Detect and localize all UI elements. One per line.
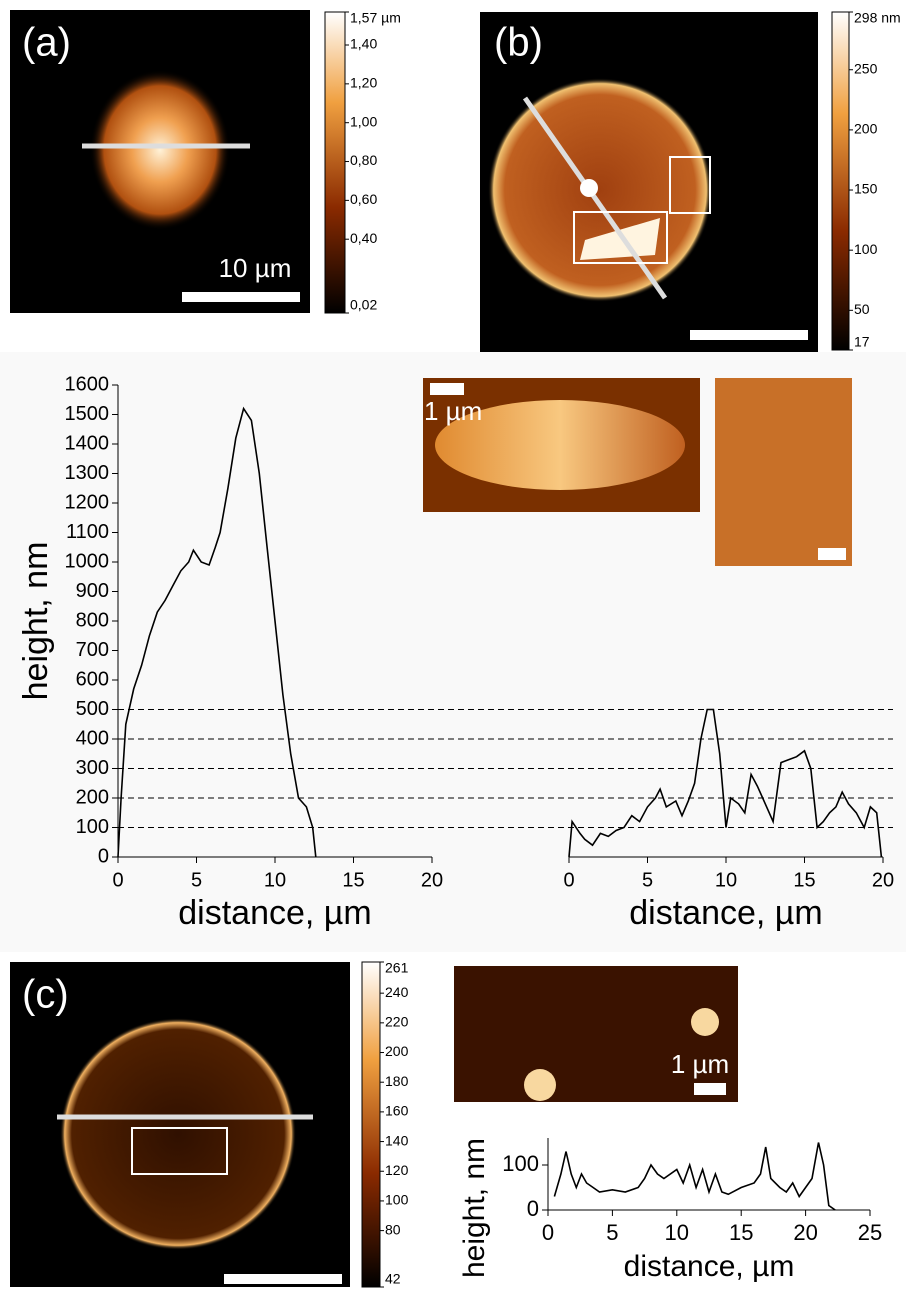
colorbar-label: 1,57 µm: [350, 10, 401, 26]
y-tick-label: 1300: [65, 462, 110, 484]
y-tick-label: 1600: [65, 373, 110, 395]
y-tick-label: 0: [98, 845, 109, 867]
profile-line: [553, 1142, 836, 1211]
colorbar-label: 1,00: [350, 113, 377, 129]
y-tick-label: 300: [76, 757, 109, 779]
colorbar-label: 50: [854, 301, 870, 317]
colorbar-label: 17: [854, 334, 870, 350]
y-tick-label: 1500: [65, 403, 110, 425]
scale-bar: [818, 548, 846, 560]
colorbar-label: 100: [385, 1192, 409, 1208]
cell: [60, 1018, 296, 1250]
x-tick-label: 10: [715, 869, 737, 891]
inset-image: [715, 378, 852, 566]
x-tick-label: 5: [191, 869, 202, 891]
x-tick-label: 10: [665, 1220, 689, 1245]
x-axis-label: distance, µm: [624, 1250, 795, 1283]
cell: [90, 70, 230, 230]
x-tick-label: 15: [729, 1220, 753, 1245]
colorbar-label: 1,20: [350, 75, 377, 91]
x-tick-label: 0: [112, 869, 123, 891]
panel-label: (a): [22, 21, 71, 65]
colorbar-label: 160: [385, 1103, 409, 1119]
colorbar-label: 220: [385, 1014, 409, 1030]
y-axis-label: height, nm: [17, 542, 55, 701]
colorbar-label: 0,80: [350, 152, 377, 168]
y-tick-label: 1200: [65, 491, 110, 513]
colorbar-label: 180: [385, 1073, 409, 1089]
y-tick-label: 1100: [66, 521, 109, 543]
colorbar-label: 250: [854, 60, 878, 76]
cell: [488, 78, 712, 302]
scale-bar: [224, 1274, 342, 1284]
x-tick-label: 5: [606, 1220, 618, 1245]
colorbar-label: 1,40: [350, 36, 377, 52]
x-tick-label: 0: [563, 869, 574, 891]
colorbar-label: 200: [854, 121, 878, 137]
x-axis-label: distance, µm: [629, 894, 822, 932]
x-tick-label: 20: [421, 869, 443, 891]
colorbar-label: 140: [385, 1132, 409, 1148]
bright-region: [524, 1069, 556, 1101]
colorbar-label: 261: [385, 960, 409, 976]
y-axis-label: height, nm: [458, 1138, 491, 1278]
y-tick-label: 200: [76, 786, 109, 808]
x-tick-label: 10: [264, 869, 286, 891]
y-tick-label: 100: [502, 1151, 539, 1176]
profile-line: [522, 96, 668, 300]
x-tick-label: 0: [542, 1220, 554, 1245]
scale-label: 1 µm: [671, 1049, 729, 1079]
y-tick-label: 100: [76, 816, 109, 838]
panel-label: (c): [22, 973, 69, 1017]
colorbar: [361, 961, 381, 1288]
y-tick-label: 400: [76, 727, 109, 749]
x-tick-label: 15: [342, 869, 364, 891]
y-tick-label: 600: [76, 668, 109, 690]
y-tick-label: 900: [76, 580, 109, 602]
x-tick-label: 20: [872, 869, 894, 891]
bright-region: [691, 1008, 719, 1036]
colorbar-label: 100: [854, 241, 878, 257]
scale-label: 10 µm: [219, 253, 292, 283]
colorbar-label: 0,40: [350, 230, 377, 246]
inset-image: [454, 966, 738, 1102]
colorbar-label: 150: [854, 181, 878, 197]
x-axis-label: distance, µm: [178, 894, 371, 932]
roi-box: [131, 1127, 228, 1175]
y-tick-label: 0: [527, 1196, 539, 1221]
x-tick-label: 25: [858, 1220, 882, 1245]
bright-region: [580, 218, 660, 260]
y-tick-label: 500: [76, 698, 109, 720]
colorbar-label: 120: [385, 1162, 409, 1178]
colorbar-label: 42: [385, 1271, 401, 1287]
scale-bar: [430, 383, 464, 395]
marker: [580, 179, 598, 197]
colorbar-label: 200: [385, 1043, 409, 1059]
roi-box: [573, 211, 668, 264]
profile-line: [117, 406, 317, 858]
colorbar-label: 80: [385, 1221, 401, 1237]
scale-bar: [182, 292, 300, 302]
scale-bar: [690, 330, 808, 340]
panel-label: (b): [494, 21, 543, 65]
y-tick-label: 700: [76, 639, 109, 661]
x-tick-label: 20: [793, 1220, 817, 1245]
colorbar: [831, 11, 850, 351]
profile-line: [568, 708, 883, 858]
colorbar-label: 0,02: [350, 297, 377, 313]
y-tick-label: 1000: [65, 550, 110, 572]
x-tick-label: 5: [642, 869, 653, 891]
colorbar-label: 0,60: [350, 191, 377, 207]
x-tick-label: 15: [793, 869, 815, 891]
scale-label: 1 µm: [424, 396, 482, 426]
bright-region: [435, 400, 685, 490]
roi-box: [669, 156, 711, 214]
colorbar-label: 240: [385, 984, 409, 1000]
y-tick-label: 1400: [65, 432, 110, 454]
y-tick-label: 800: [76, 609, 109, 631]
scale-bar: [694, 1083, 726, 1095]
colorbar-label: 298 nm: [854, 10, 901, 26]
colorbar: [324, 11, 346, 314]
